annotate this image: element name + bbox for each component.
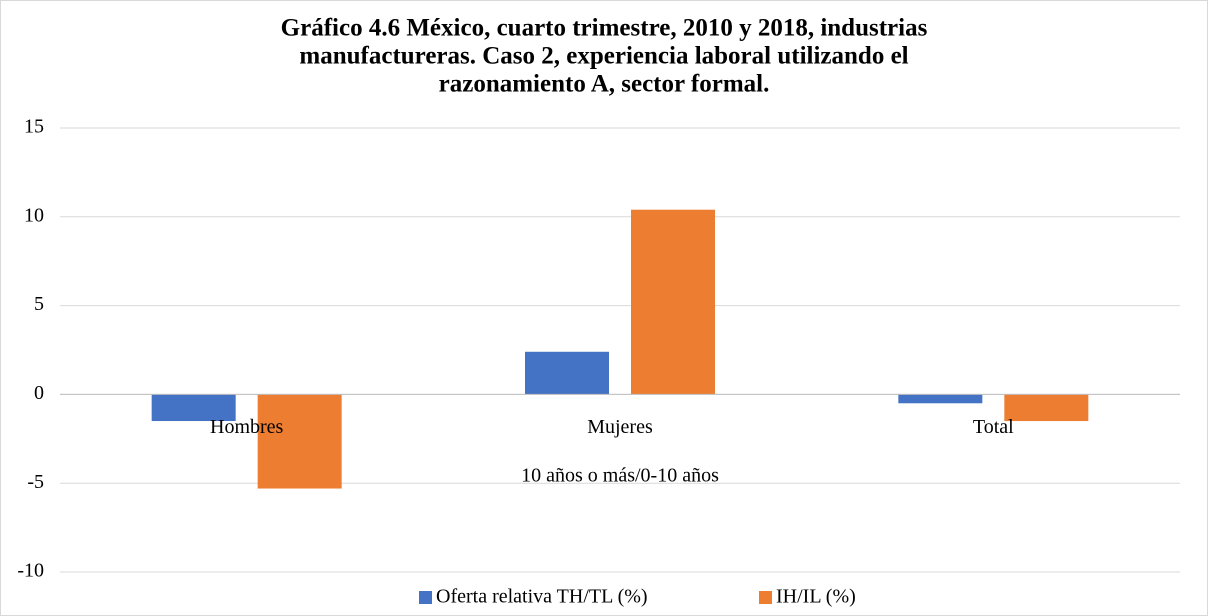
y-tick-label: 5 [34,293,44,315]
legend-label: Oferta relativa TH/TL (%) [436,586,648,608]
y-tick-label: 10 [24,204,44,226]
chart-title: razonamiento A, sector formal. [439,71,770,98]
x-tick-label: Hombres [210,416,284,438]
y-tick-label: -5 [27,471,44,493]
legend-label: IH/IL (%) [776,586,856,608]
bar [151,394,236,422]
bar [898,394,983,404]
chart-title: Gráfico 4.6 México, cuarto trimestre, 20… [281,15,928,42]
bar [631,209,715,395]
x-tick-label: Mujeres [587,416,653,438]
bar [1004,394,1089,422]
y-tick-label: -10 [17,560,44,582]
legend-swatch [419,591,432,604]
legend-swatch [759,591,772,604]
chart-title: manufactureras. Caso 2, experiencia labo… [299,43,908,70]
x-tick-label: Total [973,416,1014,438]
bar [525,351,609,395]
y-tick-label: 15 [24,116,44,138]
bar [257,394,342,489]
x-axis-title: 10 años o más/0-10 años [521,465,719,487]
y-tick-label: 0 [34,382,44,404]
